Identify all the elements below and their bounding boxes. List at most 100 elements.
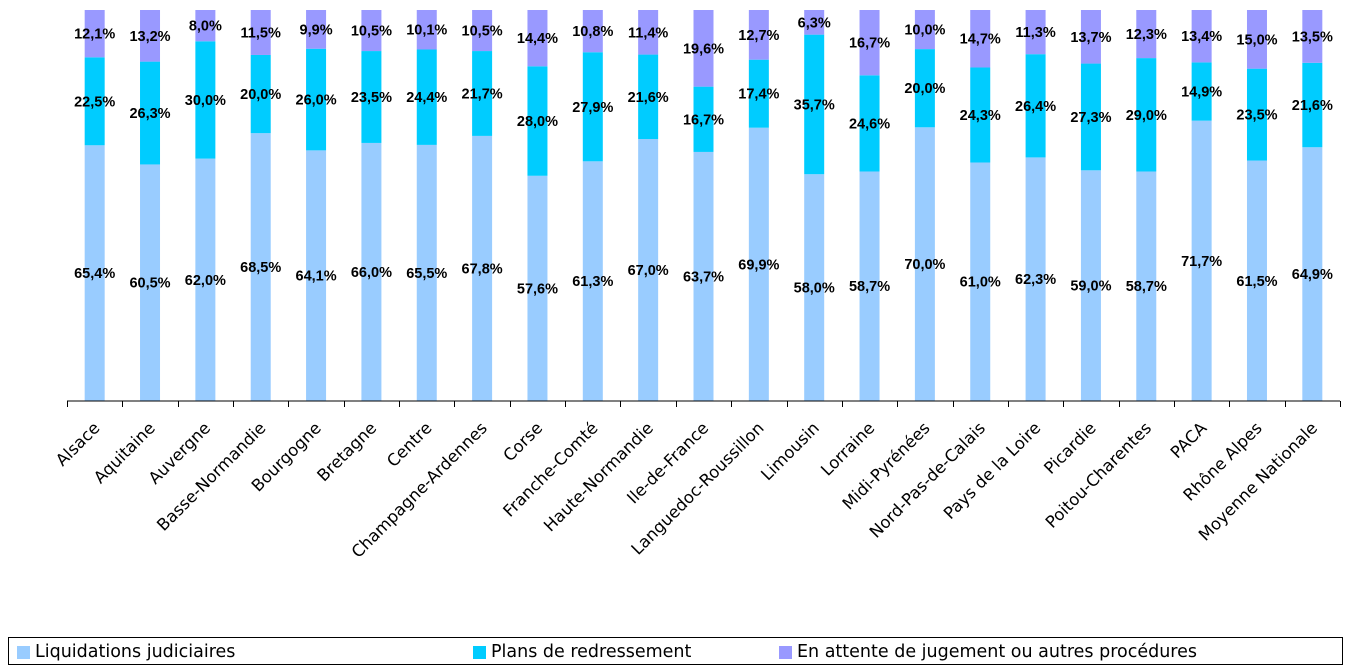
bar-segment [140,61,161,165]
legend-item-liquidations: Liquidations judiciaires [17,641,235,663]
data-label: 16,7% [849,36,890,52]
legend: Liquidations judiciaires Plans de redres… [8,637,1343,665]
bar-segment [1025,10,1046,55]
data-label: 20,0% [240,87,281,103]
data-label: 68,5% [240,260,281,276]
bar-segment [195,10,216,42]
legend-item-plans: Plans de redressement [473,641,691,663]
bar-segment [693,10,714,87]
bar-segment [748,127,769,401]
data-label: 13,2% [129,29,170,45]
bar-segment [859,10,880,76]
bars-group [84,10,1323,402]
data-label: 19,6% [683,41,724,57]
bar-segment [416,144,437,401]
bar-segment [250,54,271,134]
category-label: Poitou-Charentes [1042,418,1155,531]
bar-segment [361,10,382,52]
data-label: 21,6% [628,90,669,106]
data-label: 13,7% [1070,30,1111,46]
bar-segment [1302,62,1323,148]
bar-segment [1136,58,1157,172]
bar-segment [582,52,603,162]
data-label: 35,7% [794,97,835,113]
bar-segment [361,51,382,143]
bar-segment [140,164,161,401]
data-label: 27,9% [572,100,613,116]
data-label: 65,5% [406,266,447,282]
bar-segment [970,67,991,163]
category-label: Corse [500,418,547,465]
bar-segment [1025,157,1046,401]
data-label: 28,0% [517,114,558,130]
legend-label-plans: Plans de redressement [491,642,692,662]
data-label: 21,6% [1292,98,1333,114]
bar-segment [1246,10,1267,69]
bar-segment [1080,63,1101,171]
data-label: 21,7% [462,86,503,102]
bar-segment [804,174,825,401]
legend-label-liquidations: Liquidations judiciaires [35,642,236,662]
data-label: 9,9% [300,22,333,38]
data-label: 62,3% [1015,272,1056,288]
data-label: 64,1% [296,269,337,285]
data-label: 29,0% [1126,108,1167,124]
data-label: 58,7% [849,279,890,295]
bar-segment [1246,68,1267,161]
data-label: 17,4% [738,87,779,103]
data-label: 14,9% [1181,85,1222,101]
value-labels: 65,4% 22,5% 12,1% 60,5% 26,3% 13,2% 62,0% 30,0%… [74,15,1333,297]
bar-segment [638,54,659,140]
data-label: 58,7% [1126,279,1167,295]
data-label: 64,9% [1292,267,1333,283]
data-label: 24,4% [406,90,447,106]
data-label: 66,0% [351,265,392,281]
bar-segment [1136,171,1157,401]
legend-swatch-plans [473,645,486,659]
bar-segment [1080,10,1101,64]
category-label: Pays de la Loire [940,418,1045,523]
category-label: PACA [1167,418,1211,462]
data-label: 69,9% [738,257,779,273]
data-label: 60,5% [129,276,170,292]
stacked-bar-chart: AlsaceAquitaineAuvergneBasse-NormandieBo… [52,10,1341,562]
bar-segment [1191,10,1212,63]
data-label: 67,0% [628,263,669,279]
data-label: 59,0% [1070,279,1111,295]
data-label: 24,3% [960,108,1001,124]
data-label: 14,4% [517,31,558,47]
bar-segment [416,49,437,145]
data-label: 62,0% [185,273,226,289]
bar-segment [1136,10,1157,59]
bar-segment [859,171,880,401]
bar-segment [84,10,105,58]
x-axis [67,400,1341,407]
data-label: 11,5% [241,25,281,41]
bar-segment [140,10,161,62]
data-label: 8,0% [189,19,222,35]
data-label: 10,0% [904,23,945,39]
category-label: Limousin [757,418,823,484]
bar-segment [195,158,216,401]
bar-segment [914,127,935,402]
data-label: 16,7% [683,112,724,128]
data-label: 27,3% [1070,110,1111,126]
bar-segment [84,57,105,146]
data-label: 70,0% [904,257,945,273]
bar-segment [472,51,493,136]
data-label: 58,0% [794,281,835,297]
bar-segment [804,10,825,35]
data-label: 26,4% [1015,99,1056,115]
bar-segment [693,86,714,152]
data-label: 30,0% [185,93,226,109]
bar-segment [250,133,271,402]
bar-segment [361,142,382,401]
bar-segment [195,41,216,159]
bar-segment [748,59,769,128]
data-label: 6,3% [798,15,831,31]
data-label: 14,7% [960,32,1001,48]
bar-segment [472,10,493,52]
bar-segment [1302,10,1323,63]
bar-segment [748,10,769,60]
bar-segment [914,10,935,50]
